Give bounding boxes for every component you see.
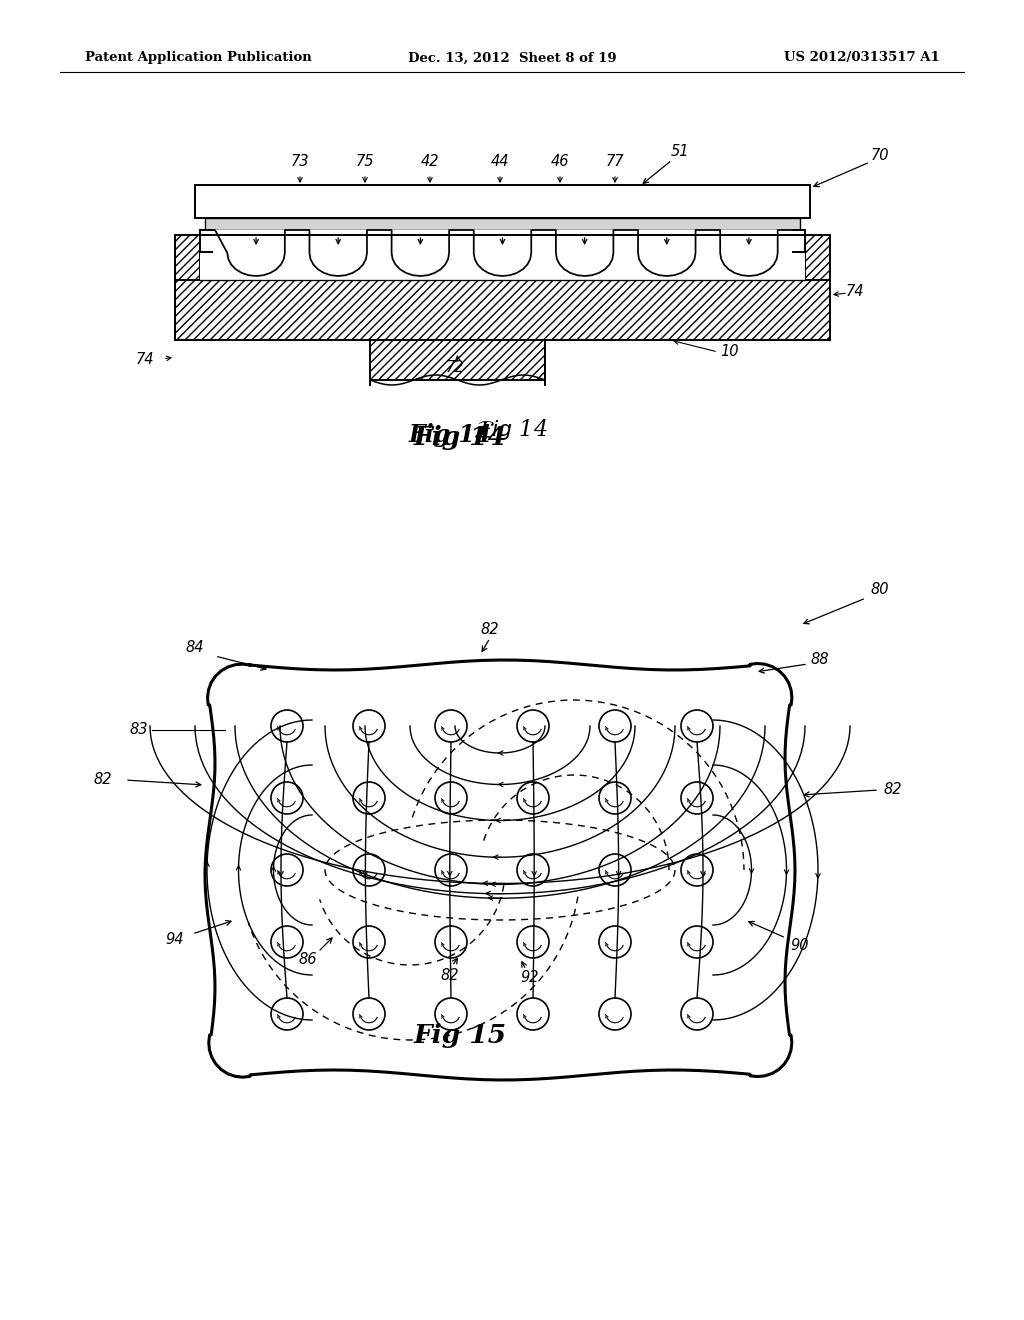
- Text: 84: 84: [185, 640, 204, 656]
- Bar: [175, 235, 200, 341]
- Text: 90: 90: [791, 937, 809, 953]
- Text: 74: 74: [846, 285, 864, 300]
- Text: 83: 83: [129, 722, 148, 738]
- Text: 82: 82: [440, 968, 459, 982]
- Text: Dec. 13, 2012  Sheet 8 of 19: Dec. 13, 2012 Sheet 8 of 19: [408, 51, 616, 65]
- Text: 92: 92: [521, 970, 540, 986]
- Bar: [205, 218, 800, 230]
- Text: 82: 82: [480, 623, 500, 638]
- Bar: [175, 280, 830, 341]
- Text: US 2012/0313517 A1: US 2012/0313517 A1: [784, 51, 940, 65]
- Text: 44: 44: [490, 154, 509, 169]
- Text: 80: 80: [870, 582, 889, 598]
- Text: $\mathcal{F}$$\mathit{ig}$ 14: $\mathcal{F}$$\mathit{ig}$ 14: [477, 417, 547, 442]
- Text: 51: 51: [671, 144, 689, 160]
- Bar: [195, 185, 810, 218]
- Text: 70: 70: [870, 148, 889, 162]
- Text: 86: 86: [299, 953, 317, 968]
- Text: 73: 73: [291, 154, 309, 169]
- Text: 72: 72: [445, 360, 464, 375]
- Text: 46: 46: [551, 154, 569, 169]
- Text: 74: 74: [136, 352, 155, 367]
- Text: 88: 88: [811, 652, 829, 668]
- Text: 82: 82: [884, 783, 902, 797]
- Bar: [200, 230, 805, 280]
- Text: 42: 42: [421, 154, 439, 169]
- Text: 82: 82: [94, 772, 113, 788]
- Text: 77: 77: [606, 154, 625, 169]
- Text: Patent Application Publication: Patent Application Publication: [85, 51, 311, 65]
- Text: Fig 14: Fig 14: [386, 422, 474, 447]
- Text: 10: 10: [721, 345, 739, 359]
- Text: Fig 14: Fig 14: [414, 425, 507, 450]
- Text: 94: 94: [166, 932, 184, 948]
- Bar: [370, 341, 545, 380]
- Text: Fig 14: Fig 14: [409, 422, 492, 447]
- Bar: [805, 235, 830, 341]
- Text: Fig 15: Fig 15: [414, 1023, 507, 1048]
- Text: 75: 75: [355, 154, 374, 169]
